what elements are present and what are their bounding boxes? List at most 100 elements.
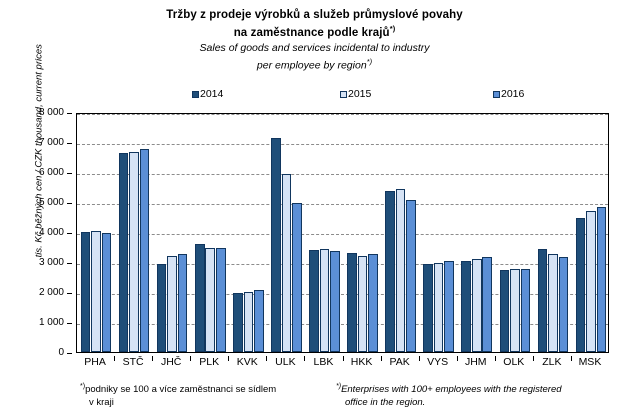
footnote-czech-line1: podniky se 100 a více zaměstnanci se síd…	[85, 384, 277, 396]
x-axis-tick	[342, 356, 344, 361]
bar-pha-2014[interactable]	[80, 232, 91, 352]
bar-pha-2015[interactable]	[91, 231, 101, 352]
bar-group-jhč	[153, 114, 191, 352]
bar-kvk-2015[interactable]	[243, 292, 254, 352]
bar-msk-2014[interactable]	[575, 217, 586, 352]
chart-title-czech-footnote-marker: *)	[389, 24, 396, 33]
gridline	[77, 114, 608, 115]
bar-stč-2016[interactable]	[139, 148, 150, 352]
bar-msk-2016[interactable]	[596, 206, 607, 352]
plot-area	[76, 113, 609, 353]
x-axis-tick	[570, 356, 572, 361]
bar-plk-2014[interactable]	[194, 244, 205, 352]
bar-stč-2014[interactable]	[118, 152, 129, 352]
legend-label-2014: 2014	[200, 88, 224, 100]
bar-group-vys	[420, 114, 458, 352]
x-axis-label-olk: OLK	[503, 356, 525, 368]
footnote-czech: *)podniky se 100 a více zaměstnanci se s…	[80, 381, 330, 409]
gridline	[77, 234, 608, 235]
bar-vys-2016[interactable]	[444, 261, 454, 352]
bar-jhm-2016[interactable]	[482, 256, 493, 352]
bar-pha-2016[interactable]	[101, 232, 112, 352]
y-axis-tick-label: 4 000	[38, 227, 64, 238]
bar-olk-2015[interactable]	[510, 269, 520, 352]
chart-legend: 2014 2015 2016	[0, 88, 629, 104]
y-axis-tick	[67, 173, 72, 174]
gridline	[77, 294, 608, 295]
bar-pak-2014[interactable]	[385, 190, 395, 352]
x-axis-tick	[418, 356, 420, 361]
bar-jhm-2014[interactable]	[461, 261, 472, 352]
y-axis-tick-label: 3 000	[38, 257, 64, 268]
bar-lbk-2014[interactable]	[309, 250, 319, 352]
y-axis-tick-label: 5 000	[38, 197, 64, 208]
bar-group-olk	[496, 114, 534, 352]
x-axis-label-msk: MSK	[578, 356, 602, 368]
bar-olk-2014[interactable]	[499, 270, 510, 352]
bar-zlk-2014[interactable]	[537, 249, 548, 352]
x-axis-label-jhm: JHM	[464, 356, 487, 368]
x-axis-label-pak: PAK	[389, 356, 410, 368]
y-axis-tick	[67, 323, 72, 324]
bar-ulk-2015[interactable]	[281, 173, 292, 352]
x-axis-tick	[456, 356, 458, 361]
bar-ulk-2014[interactable]	[271, 137, 281, 352]
x-axis-label-plk: PLK	[199, 356, 220, 368]
legend-item-2014[interactable]: 2014	[192, 88, 223, 100]
footnote-english-line1: Enterprises with 100+ employees with the…	[341, 384, 562, 396]
bar-plk-2015[interactable]	[205, 247, 216, 352]
chart-title-czech-line1: Tržby z prodeje výrobků a služeb průmysl…	[166, 9, 463, 21]
gridline	[77, 264, 608, 265]
x-axis-label-kvk: KVK	[236, 356, 258, 368]
legend-swatch-2014-icon	[192, 90, 199, 98]
bar-group-kvk	[229, 114, 267, 352]
bar-plk-2016[interactable]	[215, 247, 226, 352]
bar-group-lbk	[305, 114, 343, 352]
chart-title-czech: Tržby z prodeje výrobků a služeb průmysl…	[0, 8, 629, 40]
bar-ulk-2016[interactable]	[292, 202, 302, 352]
chart-title-english: Sales of goods and services incidental t…	[0, 42, 629, 74]
bar-kvk-2014[interactable]	[233, 292, 243, 352]
bar-jhč-2014[interactable]	[156, 263, 167, 352]
bar-stč-2015[interactable]	[129, 151, 139, 352]
bar-jhč-2015[interactable]	[167, 256, 177, 352]
y-axis-tick	[67, 203, 72, 204]
bar-hkk-2016[interactable]	[368, 253, 378, 352]
legend-item-2016[interactable]: 2016	[493, 88, 524, 100]
legend-swatch-2015-icon	[340, 90, 347, 98]
bar-zlk-2016[interactable]	[558, 256, 569, 352]
legend-item-2015[interactable]: 2015	[340, 88, 371, 100]
bar-jhč-2016[interactable]	[177, 253, 188, 352]
bar-group-hkk	[344, 114, 382, 352]
footnote-english-marker: *)	[336, 383, 342, 390]
x-axis-label-jhč: JHČ	[160, 356, 182, 368]
x-axis-tick	[266, 356, 268, 361]
bar-lbk-2015[interactable]	[319, 249, 330, 352]
y-axis-tick-label: 6 000	[38, 167, 64, 178]
bar-vys-2014[interactable]	[423, 264, 433, 352]
bar-pak-2015[interactable]	[395, 188, 406, 352]
bar-kvk-2016[interactable]	[254, 289, 264, 352]
y-axis: 0 1 000 2 000 3 000 4 000 5 000 6 000 7 000 8 00…	[0, 108, 72, 358]
bar-olk-2016[interactable]	[520, 269, 531, 352]
bar-pak-2016[interactable]	[406, 199, 416, 352]
bar-jhm-2015[interactable]	[471, 259, 482, 352]
chart-title-block: Tržby z prodeje výrobků a služeb průmysl…	[0, 8, 629, 73]
chart-title-english-line1: Sales of goods and services incidental t…	[199, 41, 430, 54]
x-axis-label-lbk: LBK	[313, 356, 334, 368]
bar-hkk-2014[interactable]	[347, 253, 357, 352]
chart-title-english-line2: per employee by region	[256, 59, 367, 72]
x-axis-tick	[494, 356, 496, 361]
bar-vys-2015[interactable]	[433, 263, 444, 352]
legend-label-2016: 2016	[501, 88, 525, 100]
bar-zlk-2015[interactable]	[548, 253, 558, 352]
bar-hkk-2015[interactable]	[357, 256, 368, 352]
y-axis-tick	[67, 353, 72, 354]
bar-msk-2015[interactable]	[586, 211, 596, 352]
legend-swatch-2016-icon	[493, 90, 500, 98]
y-axis-tick-label: 7 000	[38, 137, 64, 148]
bar-group-ulk	[267, 114, 305, 352]
bar-group-msk	[572, 114, 610, 352]
bar-lbk-2016[interactable]	[330, 250, 340, 352]
